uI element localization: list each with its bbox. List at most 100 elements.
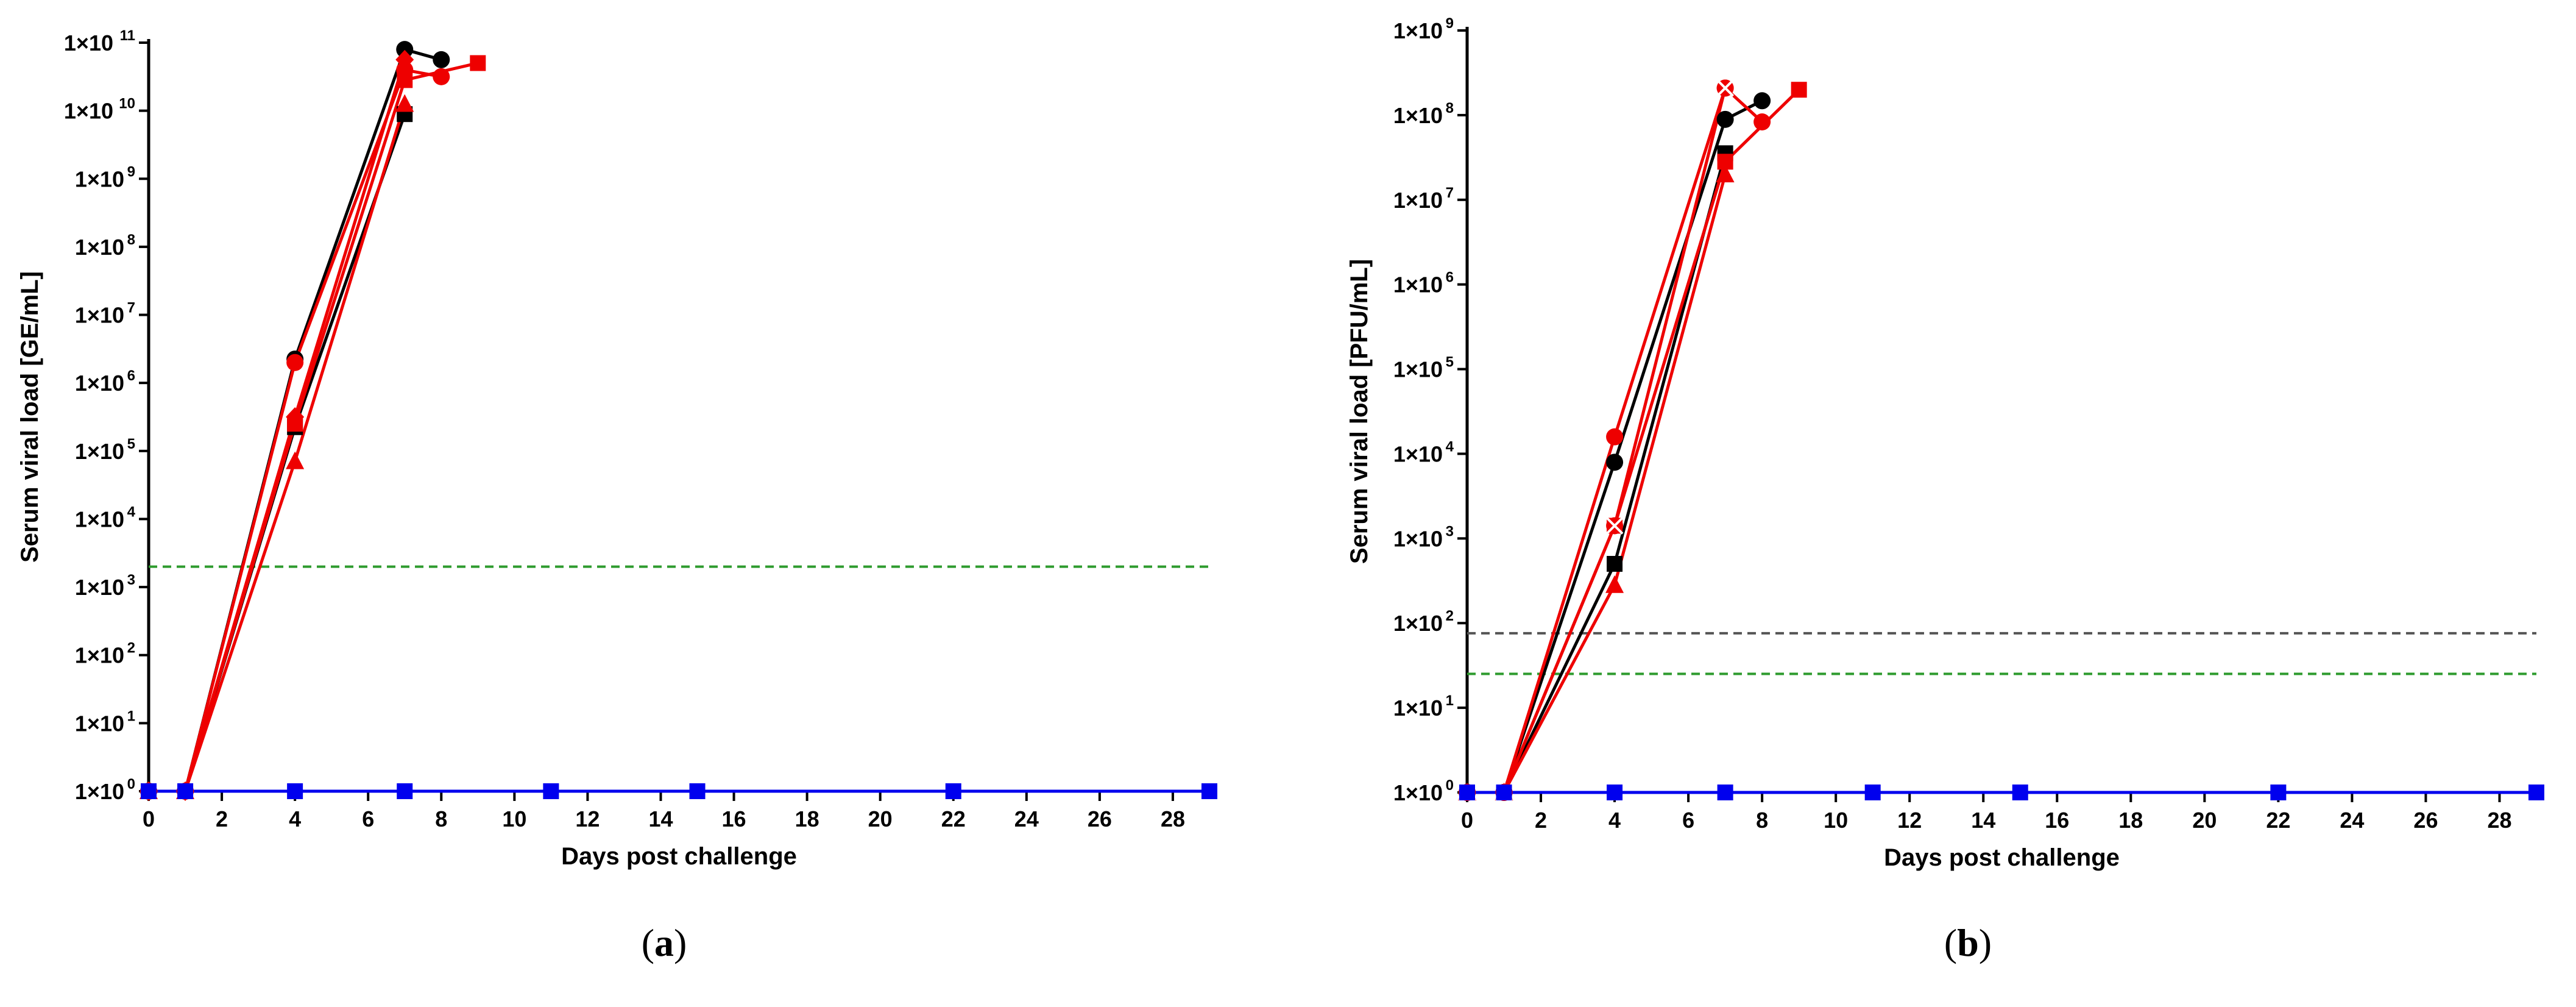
y-tick-label: 1×10 [75, 779, 124, 804]
data-point [2270, 785, 2287, 800]
y-tick-exponent: 7 [1446, 185, 1454, 201]
data-point [1606, 428, 1624, 446]
y-tick-label: 1×10 [1393, 103, 1443, 128]
y-tick-exponent: 9 [1446, 15, 1454, 32]
y-tick-exponent: 8 [127, 232, 135, 248]
x-tick-label: 22 [2266, 808, 2290, 833]
data-point [1605, 575, 1624, 593]
data-point [1607, 785, 1623, 800]
y-tick-exponent: 3 [1446, 523, 1454, 539]
data-point [1716, 165, 1735, 183]
y-tick-label: 1×10 [1393, 18, 1443, 43]
data-point [395, 94, 414, 112]
data-point [470, 55, 486, 71]
data-point [1607, 556, 1623, 572]
data-point [1496, 785, 1512, 800]
data-point [395, 49, 414, 69]
data-point-stroke [1716, 79, 1735, 97]
y-tick-exponent: 1 [1446, 692, 1454, 709]
series-line [1467, 88, 1800, 794]
y-tick-exponent: 11 [120, 27, 135, 44]
x-tick-label: 8 [435, 806, 447, 831]
y-tick-label: 1×10 [64, 99, 113, 124]
data-point [689, 783, 706, 799]
y-tick-label: 1×10 [1393, 441, 1443, 466]
y-tick-exponent: 9 [127, 163, 135, 180]
data-point [1201, 783, 1217, 799]
data-point [286, 407, 305, 427]
x-tick-label: 18 [795, 806, 819, 831]
data-point [945, 783, 961, 799]
x-tick-label: 16 [722, 806, 746, 831]
data-point [1716, 79, 1735, 97]
y-tick-exponent: 8 [1446, 100, 1454, 116]
x-tick-label: 24 [1014, 806, 1039, 831]
y-tick-exponent: 6 [1446, 269, 1454, 286]
y-axis-label: Serum viral load [PFU/mL] [1346, 259, 1373, 564]
x-tick-label: 12 [575, 806, 600, 831]
data-point [1605, 517, 1624, 535]
x-tick-label: 12 [1897, 808, 1922, 833]
data-point [1753, 113, 1771, 130]
y-tick-label: 1×10 [75, 575, 124, 600]
x-tick-label: 26 [1088, 806, 1112, 831]
x-tick-label: 28 [1161, 806, 1185, 831]
series-line [1467, 174, 1727, 794]
data-point [286, 354, 304, 371]
y-tick-label: 1×10 [64, 30, 113, 55]
data-point [1716, 110, 1734, 128]
data-point [177, 783, 194, 799]
x-tick-label: 18 [2118, 808, 2143, 833]
x-tick-label: 6 [1682, 808, 1694, 833]
y-tick-exponent: 1 [127, 708, 135, 724]
data-point [287, 783, 303, 799]
series-line [149, 62, 478, 793]
y-tick-label: 1×10 [75, 439, 124, 464]
data-point [2012, 785, 2028, 800]
y-tick-label: 1×10 [75, 507, 124, 532]
data-point [397, 783, 413, 799]
x-axis-label: Days post challenge [561, 843, 797, 870]
x-tick-label: 4 [289, 806, 301, 831]
x-tick-label: 24 [2340, 808, 2364, 833]
y-tick-label: 1×10 [1393, 780, 1443, 805]
data-point [1459, 785, 1475, 800]
y-tick-label: 1×10 [75, 371, 124, 396]
x-tick-label: 28 [2487, 808, 2511, 833]
y-tick-label: 1×10 [1393, 611, 1443, 636]
y-tick-exponent: 3 [127, 572, 135, 588]
x-axis-label: Days post challenge [1884, 844, 2120, 871]
y-tick-label: 1×10 [75, 711, 124, 736]
panel-b: 0 2 4 6 8 10 12 14 16 18 20 22 24 26 281×10 01×10 11×10 2… [1346, 15, 2544, 871]
x-tick-label: 2 [216, 806, 228, 831]
y-tick-exponent: 2 [1446, 608, 1454, 624]
data-point [396, 41, 414, 59]
data-point [2528, 785, 2544, 800]
series-line [1467, 87, 1727, 794]
data-point [397, 72, 413, 88]
data-point-stroke [1605, 517, 1624, 535]
x-tick-label: 14 [648, 806, 673, 831]
data-point [433, 68, 450, 85]
x-tick-label: 22 [941, 806, 966, 831]
x-tick-label: 20 [2192, 808, 2217, 833]
x-tick-label: 14 [1971, 808, 1995, 833]
y-tick-label: 1×10 [75, 643, 124, 668]
y-tick-label: 1×10 [75, 303, 124, 328]
x-tick-label: 10 [1824, 808, 1848, 833]
y-tick-label: 1×10 [1393, 526, 1443, 551]
x-tick-label: 0 [143, 806, 155, 831]
y-tick-label: 1×10 [75, 235, 124, 260]
x-tick-label: 6 [362, 806, 374, 831]
series-line [1467, 152, 1727, 794]
x-tick-label: 4 [1608, 808, 1621, 833]
data-point [433, 51, 450, 68]
caption-a: (a) [641, 921, 687, 964]
y-tick-exponent: 0 [127, 776, 135, 792]
y-tick-label: 1×10 [1393, 357, 1443, 382]
data-point [1606, 454, 1624, 471]
y-tick-exponent: 5 [127, 436, 135, 452]
panel-a: 0 2 4 6 8 10 12 14 16 18 20 22 24 26 281×10 01×10 11×10 2… [16, 27, 1217, 870]
data-point [1717, 785, 1733, 800]
